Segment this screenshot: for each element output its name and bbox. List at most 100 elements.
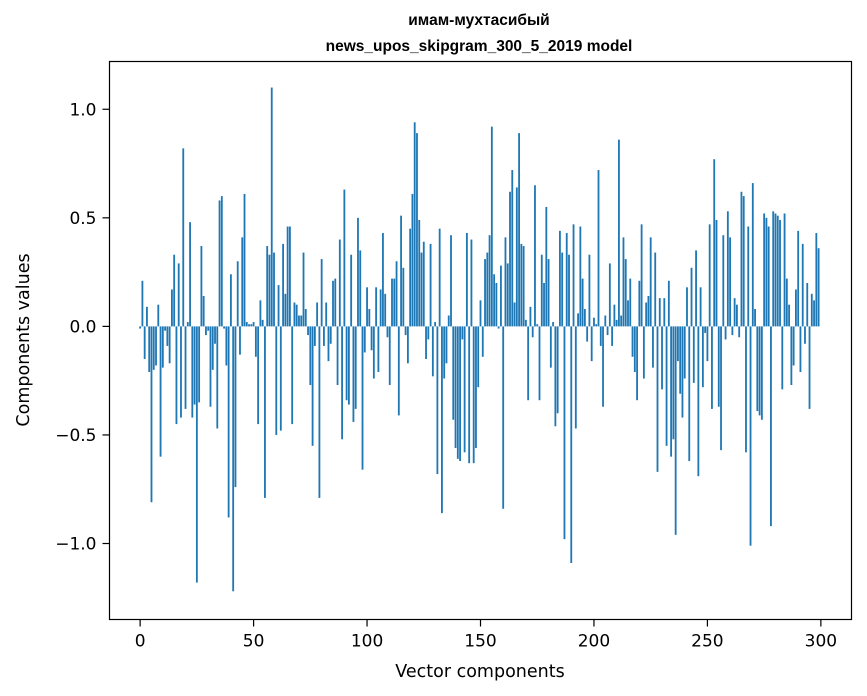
bar-86 [334, 278, 337, 327]
bar-102 [370, 326, 373, 351]
bar-183 [554, 326, 557, 427]
bar-125 [422, 241, 425, 327]
bar-66 [288, 226, 291, 327]
bar-143 [463, 326, 466, 453]
bar-175 [536, 324, 539, 327]
bar-16 [175, 326, 178, 425]
bar-180 [547, 259, 550, 327]
bar-244 [692, 326, 695, 383]
bar-18 [180, 326, 182, 418]
bar-190 [570, 326, 573, 564]
bar-62 [279, 326, 282, 431]
bar-193 [577, 313, 579, 327]
bar-207 [608, 263, 611, 327]
bar-23 [191, 326, 194, 418]
bar-136 [447, 315, 450, 327]
bar-182 [552, 322, 555, 327]
bar-56 [266, 246, 269, 327]
bar-112 [393, 278, 396, 327]
bar-133 [441, 326, 443, 514]
bar-33 [214, 326, 216, 344]
bar-135 [445, 326, 448, 364]
bar-34 [216, 326, 219, 429]
bar-141 [459, 326, 461, 461]
bar-4 [148, 326, 151, 372]
bar-172 [529, 306, 532, 327]
bar-199 [590, 326, 593, 362]
plot-frame [108, 60, 853, 621]
bar-100 [366, 287, 368, 327]
x-tick-label: 250 [691, 632, 723, 652]
bar-210 [615, 319, 618, 327]
bar-288 [792, 326, 795, 366]
bar-6 [152, 326, 155, 370]
bar-195 [581, 278, 584, 327]
bar-202 [597, 170, 600, 327]
bar-123 [418, 220, 421, 327]
bar-261 [731, 326, 734, 336]
bar-258 [724, 326, 727, 340]
bar-163 [509, 191, 511, 327]
bar-87 [336, 326, 339, 386]
bar-25 [195, 326, 198, 583]
bar-217 [631, 326, 634, 357]
bar-139 [454, 326, 457, 448]
bar-78 [316, 302, 319, 327]
bar-15 [173, 254, 176, 327]
bar-72 [302, 252, 305, 327]
bar-106 [379, 289, 382, 327]
bar-156 [493, 274, 496, 327]
bar-253 [713, 159, 716, 327]
bar-45 [241, 237, 244, 327]
bar-1 [141, 280, 144, 327]
bar-242 [688, 326, 691, 461]
bar-160 [502, 326, 505, 509]
bar-237 [677, 326, 679, 362]
bar-194 [579, 226, 582, 327]
bar-89 [341, 326, 343, 440]
bar-50 [252, 322, 255, 327]
bar-206 [606, 326, 609, 336]
bar-55 [264, 326, 266, 498]
bar-13 [168, 326, 171, 364]
bar-40 [229, 274, 232, 327]
bar-232 [665, 326, 668, 446]
bar-41 [232, 326, 235, 592]
bar-31 [209, 326, 212, 407]
bar-229 [658, 298, 661, 327]
bar-14 [170, 289, 173, 327]
bar-296 [810, 293, 813, 327]
bar-37 [223, 326, 225, 329]
bar-129 [431, 326, 434, 377]
bar-158 [497, 326, 500, 329]
bar-251 [708, 224, 711, 327]
bar-274 [760, 326, 763, 420]
bar-118 [406, 326, 409, 364]
bar-54 [261, 319, 264, 327]
bar-153 [486, 252, 489, 327]
bar-216 [629, 278, 632, 327]
bar-27 [200, 246, 203, 327]
bar-297 [813, 300, 815, 327]
bar-144 [465, 233, 468, 327]
bar-239 [681, 326, 684, 418]
bar-19 [182, 148, 185, 327]
bar-145 [468, 326, 471, 464]
bar-236 [674, 326, 677, 535]
bar-188 [565, 233, 568, 327]
bar-203 [599, 326, 602, 346]
bar-221 [640, 224, 643, 327]
chart-title: имам-мухтасибый [408, 12, 549, 29]
bar-256 [720, 326, 722, 451]
bar-101 [368, 309, 371, 327]
bar-47 [245, 322, 248, 327]
bar-179 [545, 206, 548, 327]
bar-290 [797, 230, 800, 327]
bar-107 [382, 233, 384, 327]
bar-240 [683, 326, 686, 379]
bar-247 [699, 287, 702, 327]
bar-61 [277, 285, 280, 327]
bar-49 [250, 324, 253, 327]
bar-241 [686, 287, 688, 327]
bar-298 [815, 233, 818, 327]
